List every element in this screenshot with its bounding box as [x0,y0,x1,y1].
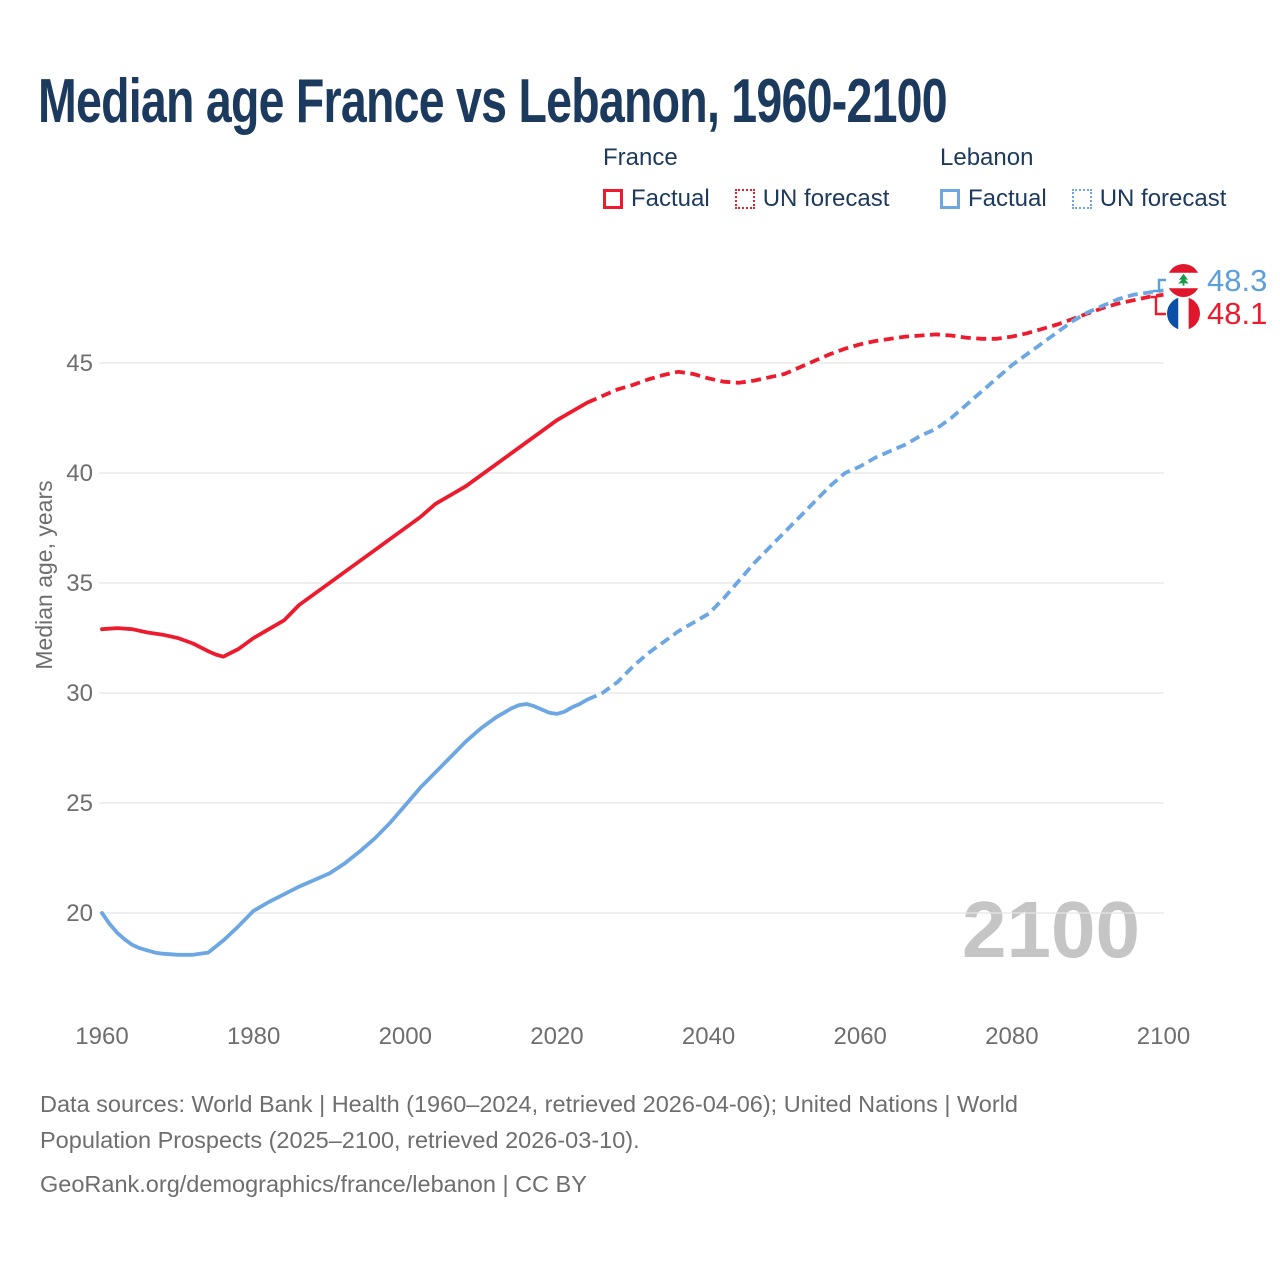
lebanon-factual-line [100,697,590,957]
y-axis-ticks: 45 40 35 30 25 20 [66,350,93,927]
y-tick-label-40: 40 [66,460,93,487]
legend-group-lebanon-title: Lebanon [940,144,1034,171]
data-sources: Data sources: World Bank | Health (1960–… [40,1086,1132,1202]
lebanon-flag-icon [1167,264,1200,297]
legend-label: Factual [631,185,710,212]
legend-item-france-forecast: UN forecast [734,185,890,213]
data-series [100,288,1164,957]
lebanon-connector-line [1153,278,1166,293]
y-tick-label-35: 35 [66,570,93,597]
x-tick-label-2020: 2020 [530,1023,583,1050]
legend-group-lebanon: Lebanon Factual UN forecast [940,144,1226,213]
legend-label: UN forecast [1099,185,1227,212]
france-un-forecast-line [586,292,1164,405]
page-title: Median age France vs Lebanon, 1960-2100 [38,67,948,136]
france-flag-icon [1167,297,1200,330]
end-label-lebanon: 48.3 [1167,264,1267,297]
legend-item-lebanon-factual: Factual [940,185,1047,213]
france-factual-swatch-icon [603,189,623,209]
lebanon-factual-swatch-icon [940,189,960,209]
sources-credit-link: GeoRank.org/demographics/france/lebanon … [40,1171,587,1197]
end-label-connectors [1151,278,1166,316]
gridlines [99,362,1164,914]
x-tick-label-2080: 2080 [985,1023,1038,1050]
end-label-france: 48.1 [1167,297,1267,330]
watermark-2100: 2100 [962,885,1140,974]
x-tick-label-1960: 1960 [75,1023,128,1050]
sources-text: Data sources: World Bank | Health (1960–… [40,1091,1018,1153]
legend-group-france: France Factual UN forecast [603,144,889,213]
y-tick-label-20: 20 [66,900,93,927]
legend-group-france-title: France [603,144,678,171]
legend-item-lebanon-forecast: UN forecast [1071,185,1227,213]
lebanon-forecast-swatch-icon [1071,189,1092,209]
x-tick-label-2060: 2060 [834,1023,887,1050]
x-tick-label-2100: 2100 [1137,1023,1190,1050]
x-tick-label-2040: 2040 [682,1023,735,1050]
legend-item-france-factual: Factual [603,185,710,213]
x-axis-ticks: 1960 1980 2000 2020 2040 2060 2080 2100 [75,1023,1190,1050]
x-tick-label-2000: 2000 [379,1023,432,1050]
y-tick-label-25: 25 [66,790,93,817]
legend-label: Factual [968,185,1047,212]
lebanon-un-forecast-line [586,288,1164,702]
france-connector-line [1151,295,1166,316]
france-forecast-swatch-icon [734,189,755,209]
y-tick-label-45: 45 [66,350,93,377]
legend-label: UN forecast [762,185,890,212]
y-tick-label-30: 30 [66,680,93,707]
france-end-value: 48.1 [1207,296,1268,331]
france-factual-line [100,400,590,659]
x-tick-label-1980: 1980 [227,1023,280,1050]
lebanon-end-value: 48.3 [1207,263,1268,298]
